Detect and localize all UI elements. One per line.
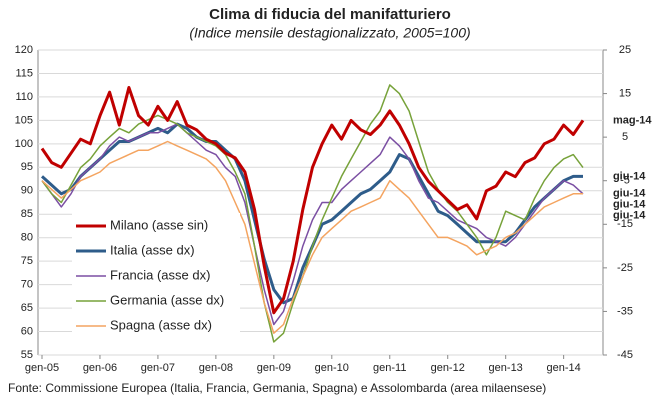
y-tick-label: 70 (21, 279, 33, 291)
legend: Milano (asse sin) Italia (asse dx) Francia… (72, 213, 240, 341)
y-tick-label: 120 (15, 44, 33, 56)
y2-tick-label: -5 (620, 175, 630, 187)
y-tick-label: 85 (21, 208, 33, 220)
series-line (41, 123, 584, 326)
chart-title: Clima di fiducia del manifatturiero (209, 6, 451, 23)
series-line (41, 140, 583, 334)
end-label: mag-14 (613, 114, 652, 126)
x-tick-label: gen-13 (489, 362, 523, 374)
y2-tick-label: -15 (617, 218, 633, 230)
x-tick-label: gen-07 (141, 362, 175, 374)
x-tick-label: gen-05 (25, 362, 59, 374)
x-tick-label: gen-12 (431, 362, 465, 374)
legend-box (72, 213, 240, 341)
series-line (41, 84, 584, 343)
x-tick-label: gen-11 (373, 362, 406, 374)
legend-label: Germania (asse dx) (110, 292, 224, 307)
legend-label: Milano (asse sin) (110, 217, 208, 232)
y2-tick-label: -25 (617, 262, 633, 274)
y-tick-label: 95 (21, 161, 33, 173)
chart-subtitle: (Indice mensile destagionalizzato, 2005=… (189, 25, 470, 41)
y-tick-label: 55 (21, 349, 33, 361)
y-tick-label: 115 (15, 67, 33, 79)
x-tick-label: gen-09 (257, 362, 291, 374)
y2-tick-label: -45 (617, 349, 633, 361)
legend-label: Francia (asse dx) (110, 267, 210, 282)
legend-label: Italia (asse dx) (110, 242, 195, 257)
x-tick-label: gen-08 (199, 362, 233, 374)
x-tick-label: gen-14 (547, 362, 581, 374)
y-tick-label: 110 (15, 91, 33, 103)
end-label: giu-14 (613, 170, 646, 182)
y2-tick-label: -35 (617, 305, 633, 317)
y-tick-label: 75 (21, 255, 33, 267)
x-tick-label: gen-06 (83, 362, 117, 374)
y-tick-label: 105 (15, 114, 33, 126)
y-tick-label: 90 (21, 185, 33, 197)
y-tick-label: 65 (21, 302, 33, 314)
source-note: Fonte: Commissione Europea (Italia, Fran… (8, 381, 546, 395)
end-label: giu-14 (613, 210, 646, 222)
y-tick-label: 100 (15, 138, 33, 150)
y2-tick-label: 25 (619, 44, 631, 56)
end-label: giu-14 (613, 188, 646, 200)
y-tick-label: 80 (21, 232, 33, 244)
legend-label: Spagna (asse dx) (110, 317, 212, 332)
y2-tick-label: 15 (619, 87, 631, 99)
end-label: giu-14 (613, 199, 646, 211)
series-line (40, 86, 585, 315)
y-tick-label: 60 (21, 325, 33, 337)
x-tick-label: gen-10 (315, 362, 349, 374)
y2-tick-label: 5 (622, 131, 628, 143)
